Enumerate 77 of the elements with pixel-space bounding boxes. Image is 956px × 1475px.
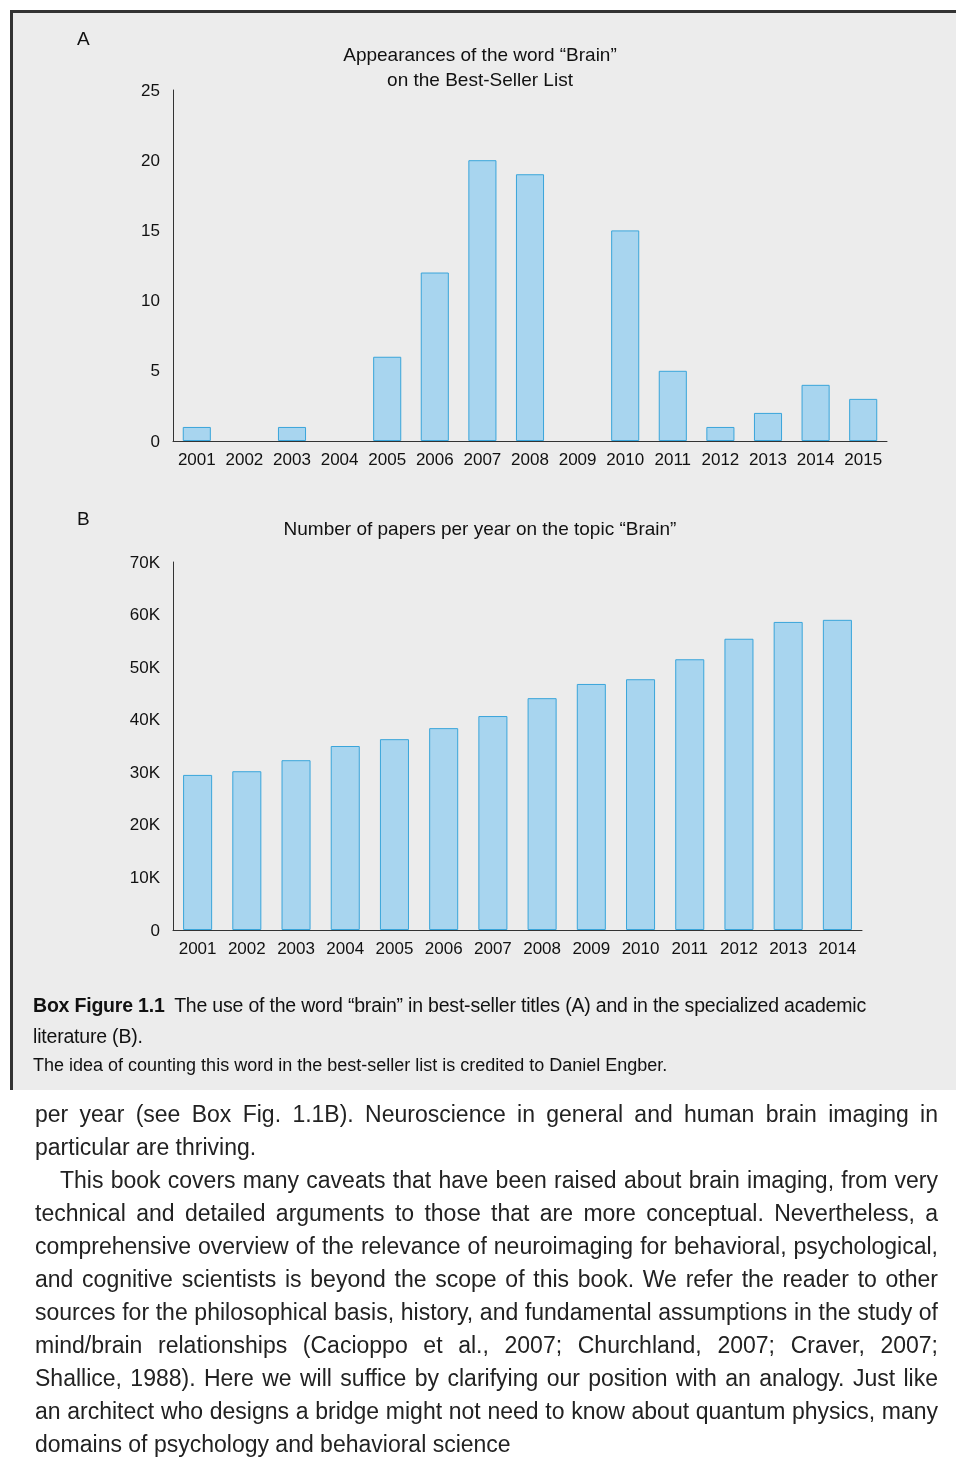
x-tick-label: 2012: [701, 450, 740, 469]
bar: [724, 638, 754, 930]
bar: [801, 384, 830, 441]
x-tick-label: 2009: [572, 939, 611, 958]
bar: [468, 160, 497, 441]
chart-title: Number of papers per year on the topic “Brain”: [283, 518, 677, 539]
x-tick-label: 2013: [749, 450, 787, 469]
y-tick-label: 0: [150, 431, 160, 451]
x-tick-label: 2002: [227, 939, 266, 958]
text: The idea of counting this word in the best-seller list is credited to Daniel Engber.: [33, 1055, 669, 1076]
bar: [429, 728, 459, 930]
bar: [658, 370, 687, 441]
x-tick-label: 2003: [277, 939, 315, 958]
x-tick-label: 2014: [796, 450, 835, 469]
y-tick-label: 5: [150, 361, 160, 381]
y-tick-label: 10: [141, 291, 160, 311]
bar: [753, 412, 783, 441]
y-tick-label: 60K: [129, 605, 161, 625]
x-tick-label: 2002: [225, 450, 264, 469]
text: Box Figure 1.1: [33, 994, 165, 1016]
y-tick-label: 40K: [129, 710, 161, 730]
x-tick-label: 2011: [671, 939, 709, 958]
x-tick-label: 2008: [511, 450, 549, 469]
y-tick-label: 20: [141, 150, 160, 170]
x-tick-label: 2004: [326, 939, 365, 958]
x-tick-label: 2007: [473, 939, 512, 958]
text: A: [77, 28, 90, 49]
bar: [232, 771, 262, 930]
bar: [281, 760, 311, 930]
y-tick-label: 50K: [129, 657, 161, 677]
y-tick-label: 30K: [129, 762, 161, 782]
x-tick-label: 2003: [273, 450, 311, 469]
x-tick-label: 2010: [621, 939, 660, 958]
bar: [478, 716, 508, 930]
x-tick-label: 2015: [844, 450, 883, 469]
bar: [515, 174, 545, 441]
x-tick-label: 2012: [720, 939, 758, 958]
y-tick-label: 20K: [129, 815, 161, 835]
y-tick-label: 25: [141, 80, 160, 100]
x-tick-label: 2009: [558, 450, 597, 469]
chart-title: Appearances of the word “Brain” on the Best-Seller List: [343, 44, 617, 90]
bar: [822, 619, 852, 930]
bar: [379, 739, 409, 930]
x-tick-label: 2005: [368, 450, 407, 469]
bar: [527, 698, 557, 930]
bar: [849, 398, 878, 441]
bar: [330, 746, 360, 930]
bar: [576, 683, 606, 930]
bar: [626, 679, 656, 930]
x-tick-label: 2001: [178, 939, 217, 958]
x-tick-label: 2006: [415, 450, 454, 469]
text: B: [77, 508, 90, 529]
x-tick-label: 2007: [463, 450, 502, 469]
bar: [373, 356, 402, 441]
y-tick-label: 10K: [129, 867, 161, 887]
x-tick-label: 2008: [523, 939, 562, 958]
bar: [277, 426, 307, 441]
bar: [773, 621, 803, 930]
bar: [420, 272, 449, 441]
x-tick-label: 2006: [424, 939, 463, 958]
bar: [182, 426, 211, 441]
y-tick-label: 0: [150, 920, 160, 940]
bar: [675, 659, 705, 930]
x-tick-label: 2014: [818, 939, 857, 958]
text: This book covers many caveats that have been raised about brain imaging, from very technical and detailed arguments to those that are more conceptual. Nevertheless, a comprehensive overview of the relevance of neuroimaging for behavioral, psychological, and cognitive scientists is beyond the scope of this book. We refer the reader to other sources for the philosophical basis, history, and fundamental assumptions in the study of mind/brain relationships (Cacioppo et al., 2007; Churchland, 2007; Craver, 2007; Shallice, 1988). Here we will suffice by clarifying our position with an analogy. Just like an architect who designs a bridge might not need to know about quantum physics, many domains of psychology and behavioral science: [35, 1167, 938, 1457]
bar: [611, 230, 640, 441]
x-tick-label: 2005: [375, 939, 414, 958]
x-tick-label: 2011: [654, 450, 692, 469]
x-tick-label: 2013: [769, 939, 808, 958]
y-tick-label: 70K: [129, 552, 161, 572]
x-tick-label: 2010: [606, 450, 645, 469]
x-tick-label: 2001: [177, 450, 216, 469]
y-tick-label: 15: [141, 220, 160, 240]
x-tick-label: 2004: [320, 450, 359, 469]
text: per year (see Box Fig. 1.1B). Neuroscience in general and human brain imaging in particular are thriving.: [35, 1100, 938, 1162]
bar: [183, 774, 213, 930]
bar: [706, 426, 735, 441]
